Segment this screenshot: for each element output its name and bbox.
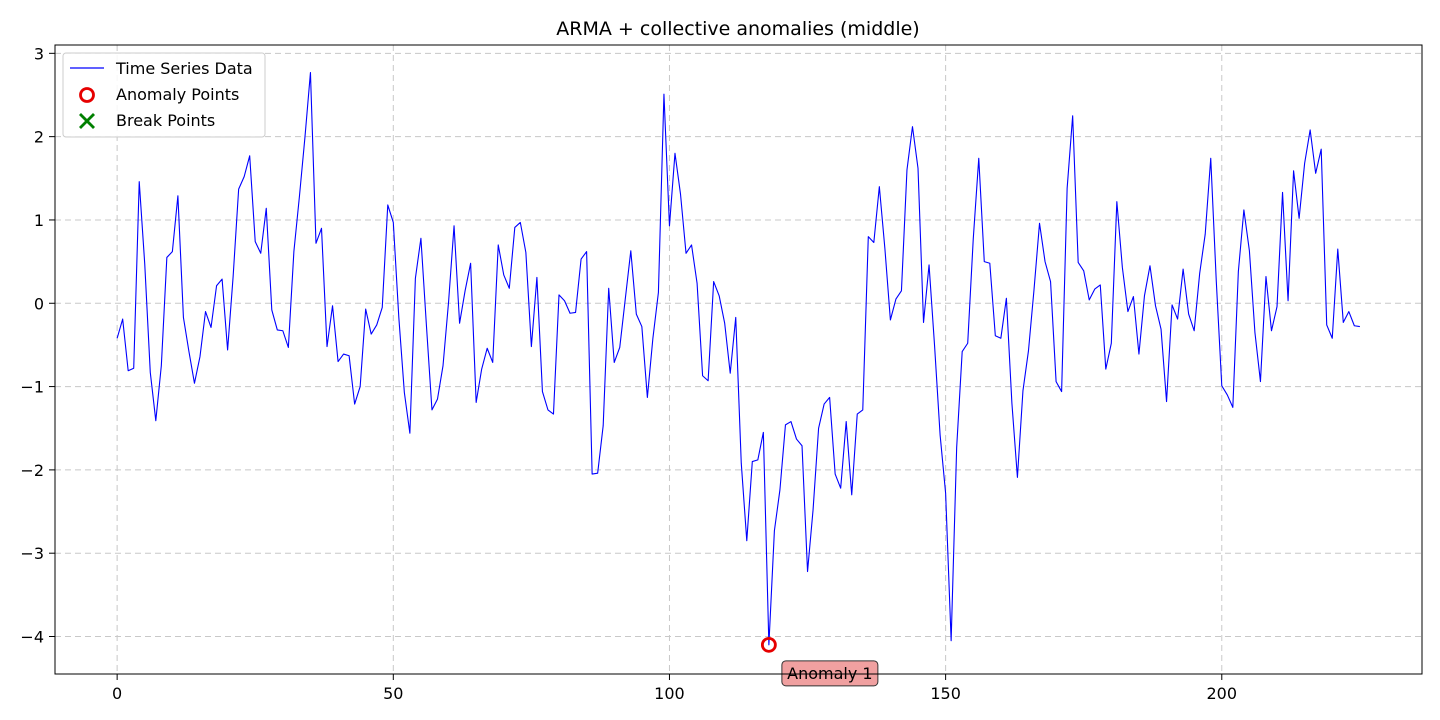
x-tick-label: 50 <box>383 684 403 703</box>
series-line <box>116 71 1360 646</box>
axis-ticks: 0 50 100 150 200 3 2 1 0 −1 −2 −3 −4 <box>20 44 1237 703</box>
legend-box <box>62 52 266 138</box>
x-tick-label: 150 <box>930 684 961 703</box>
y-tick-label: 3 <box>34 44 44 63</box>
y-tick-label: −2 <box>20 461 44 480</box>
plot-frame <box>54 44 1423 675</box>
y-tick-label: 2 <box>34 128 44 147</box>
anomaly-label: Anomaly 1 <box>787 664 872 683</box>
y-tick-label: −4 <box>20 628 44 647</box>
y-tick-label: −3 <box>20 544 44 563</box>
anomaly-label-box <box>781 660 879 687</box>
legend-label-anomaly: Anomaly Points <box>116 85 239 104</box>
legend-label-break: Break Points <box>116 111 215 130</box>
y-tick-label: 0 <box>34 294 44 313</box>
series-layer <box>116 71 1360 646</box>
chart-title: ARMA + collective anomalies (middle) <box>556 18 919 40</box>
x-tick-label: 100 <box>654 684 685 703</box>
y-tick-label: −1 <box>20 378 44 397</box>
x-tick-label: 200 <box>1207 684 1238 703</box>
x-tick-label: 0 <box>112 684 122 703</box>
legend-circle-marker <box>79 87 95 103</box>
legend-x-marker <box>79 113 95 129</box>
y-tick-label: 1 <box>34 211 44 230</box>
legend-label-series: Time Series Data <box>115 59 253 78</box>
legend: Time Series Data Anomaly Points Break Po… <box>62 52 266 138</box>
anomaly-layer: Anomaly 1 <box>760 636 879 687</box>
anomaly-point <box>760 636 777 653</box>
